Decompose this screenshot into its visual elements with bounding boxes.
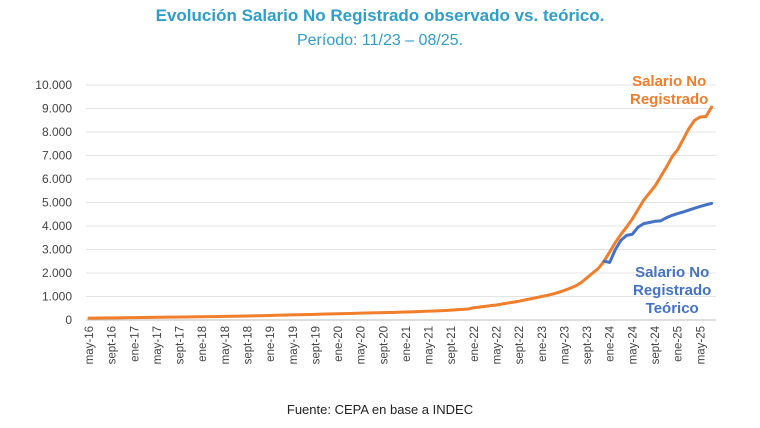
x-tick-label: sept-17 xyxy=(175,326,187,364)
x-tick-label: sept-20 xyxy=(378,326,390,364)
y-tick-label: 6.000 xyxy=(42,172,72,186)
source-note: Fuente: CEPA en base a INDEC xyxy=(286,402,474,417)
series-line-observed xyxy=(87,105,714,320)
y-tick-label: 2.000 xyxy=(42,266,72,280)
x-tick-label: may-18 xyxy=(220,326,232,364)
x-tick-label: sept-19 xyxy=(310,326,322,364)
x-tick-label: ene-25 xyxy=(673,326,685,362)
chart-title: Evolución Salario No Registrado observad… xyxy=(155,6,605,25)
series-label-line: Salario No xyxy=(635,264,710,281)
x-tick-label: ene-22 xyxy=(469,326,481,362)
y-tick-label: 7.000 xyxy=(42,149,72,163)
x-tick-label: sept-21 xyxy=(446,326,458,364)
x-tick-label: ene-20 xyxy=(333,326,345,362)
x-tick-label: may-20 xyxy=(356,326,368,364)
x-tick-label: sept-24 xyxy=(650,325,662,364)
series-label-line: Registrado xyxy=(633,282,712,299)
series-label-theoretical: Salario No Registrado Teórico xyxy=(633,264,711,318)
y-tick-label: 0 xyxy=(65,313,72,327)
series-label-line: Teórico xyxy=(645,300,699,317)
y-tick-label: 9.000 xyxy=(42,102,72,116)
x-tick-label: sept-22 xyxy=(514,326,526,364)
x-tick-label: sept-23 xyxy=(582,326,594,364)
x-tick-label: ene-17 xyxy=(129,326,141,362)
x-tick-label: ene-18 xyxy=(197,326,209,362)
y-tick-label: 1.000 xyxy=(42,290,72,304)
x-tick-label: sept-18 xyxy=(242,326,254,364)
series-label-line: Salario No xyxy=(632,73,707,90)
y-tick-label: 5.000 xyxy=(42,196,72,210)
y-tick-label: 10.000 xyxy=(35,78,72,92)
x-tick-label: ene-23 xyxy=(537,326,549,362)
series-label-line: Registrado xyxy=(630,91,709,108)
x-tick-label: sept-16 xyxy=(107,326,119,364)
x-tick-label: may-25 xyxy=(695,326,707,364)
x-tick-label: ene-24 xyxy=(605,325,617,361)
x-tick-label: may-19 xyxy=(288,326,300,364)
y-tick-label: 8.000 xyxy=(42,125,72,139)
x-tick-label: may-22 xyxy=(492,326,504,364)
series-line-theoretical xyxy=(602,201,714,264)
series-label-observed: Salario No Registrado xyxy=(630,73,708,109)
x-tick-label: ene-19 xyxy=(265,326,277,362)
x-tick-label: may-21 xyxy=(424,326,436,364)
y-tick-label: 3.000 xyxy=(42,243,72,257)
x-tick-label: may-16 xyxy=(84,326,96,364)
x-tick-label: may-17 xyxy=(152,326,164,364)
x-tick-label: may-23 xyxy=(559,326,571,364)
y-tick-label: 4.000 xyxy=(42,219,72,233)
x-tick-label: may-24 xyxy=(627,325,639,364)
x-tick-label: ene-21 xyxy=(401,326,413,362)
chart-subtitle: Período: 11/23 – 08/25. xyxy=(296,32,464,49)
